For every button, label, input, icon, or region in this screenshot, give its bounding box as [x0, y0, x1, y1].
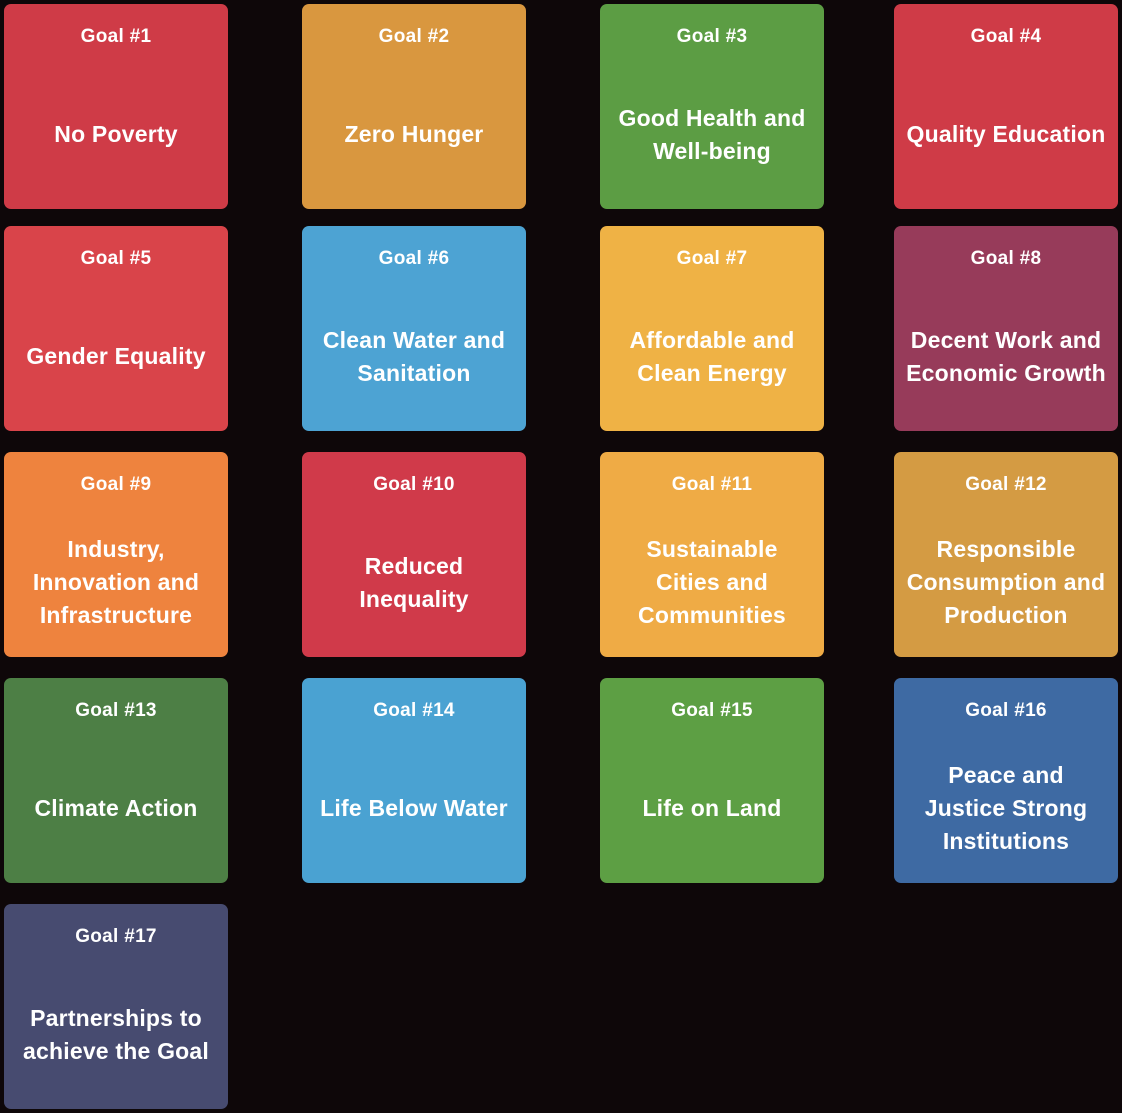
- goal-name: Sustainable Cities and Communities: [638, 536, 786, 628]
- goal-number: Goal #17: [75, 926, 157, 947]
- goal-name: Climate Action: [34, 795, 198, 821]
- goal-name: Responsible Consumption and Production: [906, 536, 1106, 628]
- goal-tile-11[interactable]: Goal #11 Sustainable Cities and Communit…: [600, 452, 824, 657]
- goal-name: Life Below Water: [320, 795, 508, 821]
- goal-tile-4[interactable]: Goal #4 Quality Education: [894, 4, 1118, 209]
- goal-tile-16[interactable]: Goal #16 Peace and Justice Strong Instit…: [894, 678, 1118, 883]
- goal-name: Clean Water and Sanitation: [322, 326, 506, 386]
- goal-tile-13[interactable]: Goal #13 Climate Action: [4, 678, 228, 883]
- goal-name: Peace and Justice Strong Institutions: [924, 762, 1088, 854]
- goal-tile-7[interactable]: Goal #7 Affordable and Clean Energy: [600, 226, 824, 431]
- goal-number: Goal #15: [671, 700, 753, 721]
- goal-tile-14[interactable]: Goal #14 Life Below Water: [302, 678, 526, 883]
- goal-number: Goal #3: [676, 26, 748, 47]
- goal-number: Goal #13: [75, 700, 157, 721]
- goal-number: Goal #14: [373, 700, 455, 721]
- goal-tile-3[interactable]: Goal #3 Good Health and Well-being: [600, 4, 824, 209]
- goal-number: Goal #4: [970, 26, 1042, 47]
- goal-tile-2[interactable]: Goal #2 Zero Hunger: [302, 4, 526, 209]
- goal-name: Affordable and Clean Energy: [629, 326, 795, 386]
- goal-number: Goal #12: [965, 474, 1047, 495]
- goal-tile-8[interactable]: Goal #8 Decent Work and Economic Growth: [894, 226, 1118, 431]
- goal-number: Goal #6: [378, 248, 450, 269]
- goal-tile-9[interactable]: Goal #9 Industry, Innovation and Infrast…: [4, 452, 228, 657]
- goal-name: Gender Equality: [26, 343, 206, 369]
- goal-number: Goal #10: [373, 474, 455, 495]
- goal-tile-10[interactable]: Goal #10 Reduced Inequality: [302, 452, 526, 657]
- goal-name: Good Health and Well-being: [618, 104, 806, 164]
- goal-name: Quality Education: [906, 121, 1106, 147]
- goal-tile-12[interactable]: Goal #12 Responsible Consumption and Pro…: [894, 452, 1118, 657]
- goal-number: Goal #8: [970, 248, 1042, 269]
- goal-name: Zero Hunger: [344, 121, 484, 147]
- goal-name: Life on Land: [642, 795, 782, 821]
- goal-tile-6[interactable]: Goal #6 Clean Water and Sanitation: [302, 226, 526, 431]
- goal-name: Reduced Inequality: [359, 552, 469, 612]
- goal-name: Partnerships to achieve the Goal: [23, 1004, 209, 1064]
- goal-name: Decent Work and Economic Growth: [906, 326, 1106, 386]
- goal-name: Industry, Innovation and Infrastructure: [32, 536, 200, 628]
- goal-number: Goal #11: [671, 474, 753, 495]
- goal-number: Goal #2: [378, 26, 450, 47]
- goal-tile-15[interactable]: Goal #15 Life on Land: [600, 678, 824, 883]
- goal-tile-5[interactable]: Goal #5 Gender Equality: [4, 226, 228, 431]
- goal-number: Goal #9: [80, 474, 152, 495]
- goal-number: Goal #7: [676, 248, 748, 269]
- goal-name: No Poverty: [54, 121, 178, 147]
- goal-number: Goal #5: [80, 248, 152, 269]
- goal-number: Goal #16: [965, 700, 1047, 721]
- goal-tile-1[interactable]: Goal #1 No Poverty: [4, 4, 228, 209]
- goal-number: Goal #1: [80, 26, 152, 47]
- goal-tile-17[interactable]: Goal #17 Partnerships to achieve the Goa…: [4, 904, 228, 1109]
